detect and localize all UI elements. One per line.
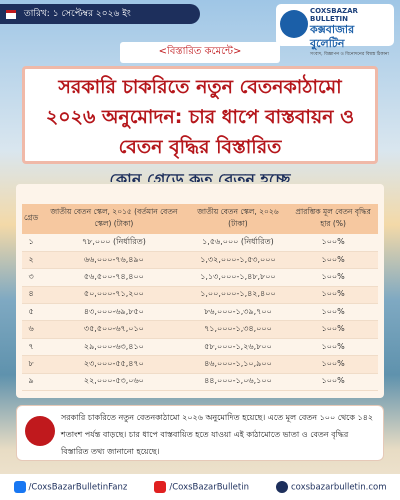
table-cell: ৫৮,০০০-১,২৬,৮০০ [187,338,289,357]
youtube-link[interactable]: /CoxsBazarBulletin [154,481,249,493]
table-cell: ৫ [22,303,41,322]
tag: <বিস্তারিত কমেন্টে> [120,42,280,63]
table-cell: ৭ [22,338,41,357]
table-cell: ৯ [22,373,41,392]
table-cell: ১,৩২,০০০-১,৫৩,০০০ [187,251,289,270]
column-header: জাতীয় বেতন স্কেল, ২০২৬ (টাকা) [187,204,289,234]
youtube: /CoxsBazarBulletin [169,482,249,493]
table-cell: ১,১৩,০০০-১,৪৮,৮০০ [187,268,289,287]
date: তারিখ: ১ সেপ্টেম্বর ২০২৬ ইং [24,9,131,19]
table-row: ৭ ২৯,০০০-৬৩,৪১০ ৫৮,০০০-১,২৬,৮০০ ১০০% [22,338,378,357]
logo: COXSBAZAR BULLETIN কক্সবাজার বুলেটিন সংব… [276,4,394,57]
column-header: গ্রেড [22,204,41,234]
table-cell: ১০০% [288,234,378,252]
table-cell: ১০০% [288,251,378,270]
table-row: ৪ ৫০,০০০-৭১,২০০ ১,০০,০০০-১,৪২,৪০০ ১০০% [22,286,378,305]
logo-tagline: সংবাদ, বিজ্ঞাপন ও বিনোদনের বিশ্বস্ত ঠিকা… [310,52,389,57]
table-cell: ১,৫৬,০০০ (নির্ধারিত) [187,234,289,252]
salary-table: গ্রেড জাতীয় বেতন স্কেল, ২০১৫ (বর্তমান বে… [22,204,378,392]
table-cell: ৫৬,৫০০-৭৪,৪০০ [40,268,188,287]
title: সরকারি চাকরিতে নতুন বেতনকাঠামো ২০২৬ অনুম… [22,66,378,164]
table-cell: ৩৫,৫০০-৬৭,০১০ [40,320,188,339]
logo-icon [280,10,308,38]
table-cell: ১০০% [288,355,378,374]
table-cell: ১০০% [288,303,378,322]
table-row: ১ ৭৮,০০০ (নির্ধারিত) ১,৫৬,০০০ (নির্ধারিত) ১… [22,234,378,252]
footer: /CoxsBazarBulletinFanz /CoxsBazarBulleti… [0,474,400,500]
table-cell: ৬ [22,320,41,339]
table-cell: ৪ [22,286,41,305]
table-cell: ১০০% [288,373,378,392]
note: সরকারি চাকরিতে নতুন বেতনকাঠামো ২০২৬ অনুম… [61,413,374,456]
table-cell: ৮৬,০০০-১,৩৯,৭০০ [187,303,289,322]
quill-icon [25,416,55,446]
note-box: সরকারি চাকরিতে নতুন বেতনকাঠামো ২০২৬ অনুম… [16,405,384,461]
facebook: /CoxsBazarBulletinFanz [28,482,128,493]
table-cell: ৬৬,০০০-৭৬,৪৯০ [40,251,188,270]
table-cell: ১ [22,234,41,252]
table-cell: ১০০% [288,268,378,287]
table-cell: ২৯,০০০-৬৩,৪১০ [40,338,188,357]
table-row: ৩ ৫৬,৫০০-৭৪,৪০০ ১,১৩,০০০-১,৪৮,৮০০ ১০০% [22,268,378,287]
table-panel: গ্রেড জাতীয় বেতন স্কেল, ২০১৫ (বর্তমান বে… [16,184,384,398]
table-cell: ২৩,০০০-৫৫,৪৭০ [40,355,188,374]
website-link[interactable]: coxsbazarbulletin.com [275,481,387,493]
website: coxsbazarbulletin.com [290,482,387,493]
column-header: প্রারম্ভিক মূল বেতন বৃদ্ধির হার (%) [288,204,378,234]
table-cell: ২ [22,251,41,270]
facebook-link[interactable]: /CoxsBazarBulletinFanz [13,481,128,493]
logo-bn: কক্সবাজার বুলেটিন [310,23,355,50]
header-row: গ্রেড জাতীয় বেতন স্কেল, ২০১৫ (বর্তমান বে… [22,204,378,234]
table-cell: ৭১,০০০-১,৩৪,০০০ [187,320,289,339]
table-cell: ১,০০,০০০-১,৪২,৪০০ [187,286,289,305]
table-cell: ১০০% [288,286,378,305]
logo-en: COXSBAZAR BULLETIN [310,7,358,23]
table-cell: ২২,০০০-৫৩,০৬০ [40,373,188,392]
column-header: জাতীয় বেতন স্কেল, ২০১৫ (বর্তমান বেতন স্… [40,204,188,234]
table-cell: ৩ [22,268,41,287]
table-row: ২ ৬৬,০০০-৭৬,৪৯০ ১,৩২,০০০-১,৫৩,০০০ ১০০% [22,251,378,270]
table-row: ৫ ৪৩,০০০-৬৯,৮৫০ ৮৬,০০০-১,৩৯,৭০০ ১০০% [22,303,378,322]
date-bar: তারিখ: ১ সেপ্টেম্বর ২০২৬ ইং [0,4,200,24]
subtitle: কোন গ্রেডে কত বেতন হচ্ছে [109,170,291,182]
table-cell: ১০০% [288,338,378,357]
table-cell: ৭৮,০০০ (নির্ধারিত) [40,234,188,252]
table-cell: ৪৪,০০০-১,০৬,১০০ [187,373,289,392]
table-cell: ৮ [22,355,41,374]
table-row: ৬ ৩৫,৫০০-৬৭,০১০ ৭১,০০০-১,৩৪,০০০ ১০০% [22,320,378,339]
table-cell: ৫০,০০০-৭১,২০০ [40,286,188,305]
table-cell: ৪৩,০০০-৬৯,৮৫০ [40,303,188,322]
calendar-icon [6,10,16,19]
table-row: ৯ ২২,০০০-৫৩,০৬০ ৪৪,০০০-১,০৬,১০০ ১০০% [22,373,378,392]
table-cell: ১০০% [288,320,378,339]
table-cell: ৪৬,০০০-১,১০,৯০০ [187,355,289,374]
table-row: ৮ ২৩,০০০-৫৫,৪৭০ ৪৬,০০০-১,১০,৯০০ ১০০% [22,355,378,374]
